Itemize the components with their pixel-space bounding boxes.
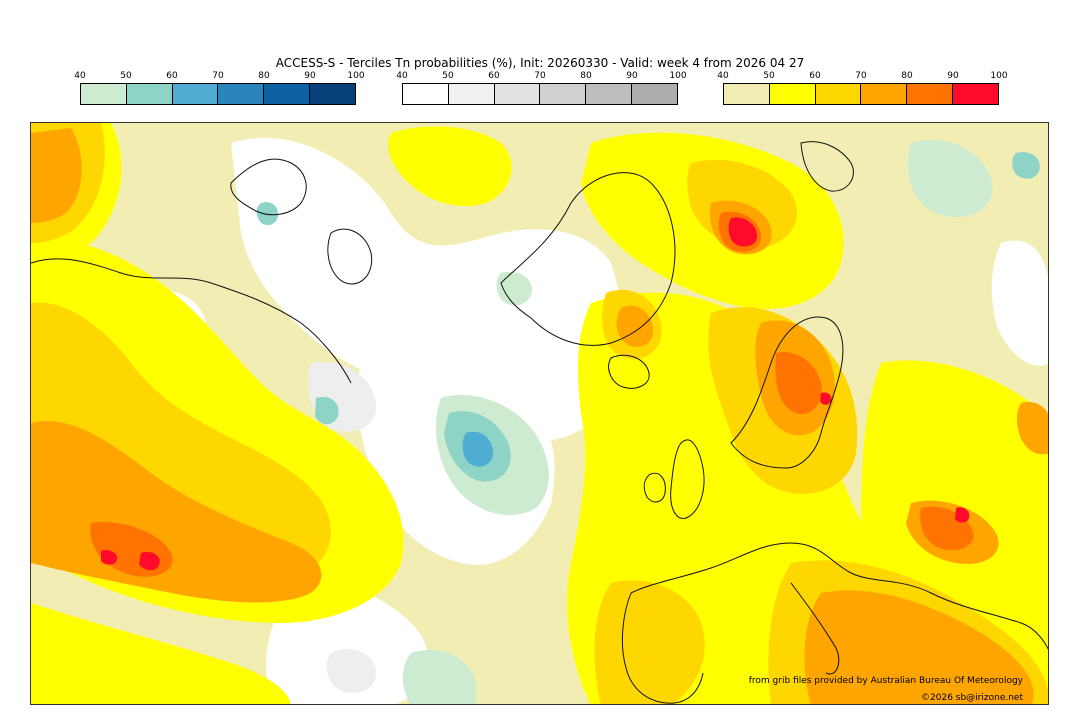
coast-labrador [31,258,352,384]
legend-tick-label: 100 [669,71,687,81]
legend-ticks: 40 50 60 70 80 90 100 [74,71,364,83]
legend-swatch [172,84,219,104]
legend-ticks: 40 50 60 70 80 90 100 [717,71,1007,83]
field-red-west-2 [139,551,160,571]
legend-tick-label: 90 [626,71,638,81]
field-grey-sw [326,649,376,693]
field-green-arctic [496,271,532,306]
probability-map[interactable] [30,122,1049,705]
coast-canada-arctic [230,158,307,216]
legend-swatch [632,84,677,104]
legend-swatch [907,84,954,104]
field-teal-greenland [315,396,339,425]
legend-swatch [815,84,862,104]
field-yellow-south [31,603,291,704]
coast-baffin [327,228,373,285]
legend-tick-label: 100 [347,71,365,81]
copyright-credit: ©2026 sb@irizone.net [921,693,1023,703]
legend-swatch [724,84,770,104]
legend-tick-label: 100 [990,71,1008,81]
legend-tick-label: 80 [580,71,592,81]
field-blue-atlantic [462,431,493,467]
field-gold-iberia [594,580,705,704]
field-red-west-1 [101,550,118,565]
legend-tick-label: 80 [901,71,913,81]
source-credit: from grib files provided by Australian B… [748,676,1023,686]
legend-swatch [953,84,998,104]
legend-swatch [861,84,908,104]
legend-below-normal: 40 50 60 70 80 90 100 [74,71,365,105]
legend-color-bar [80,83,356,105]
legend-swatch [218,84,265,104]
legend-tick-label: 40 [396,71,408,81]
coast-ireland [643,472,666,503]
coast-kola [800,141,854,192]
field-yellow-arctic [388,126,512,207]
field-red-north [728,217,758,247]
legend-tick-label: 50 [120,71,132,81]
coast-greenland [500,172,676,346]
legend-tick-label: 70 [534,71,546,81]
coast-iberia [621,592,704,704]
legend-near-normal: 40 50 60 70 80 90 100 [396,71,687,105]
legend-tick-label: 40 [717,71,729,81]
field-orange-east [1016,402,1048,455]
legend-tick-label: 50 [442,71,454,81]
legend-color-bar [723,83,999,105]
legend-swatch [81,84,127,104]
legend-tick-label: 80 [258,71,270,81]
legend-tick-label: 70 [212,71,224,81]
field-teal-canada [256,202,279,226]
legend-tick-label: 60 [166,71,178,81]
coast-italy [790,582,840,675]
legend-swatch [264,84,311,104]
legend-tick-label: 50 [763,71,775,81]
field-darkorange-scandinavia [775,352,822,414]
coast-iceland [608,354,650,389]
legend-swatch [586,84,633,104]
legend-tick-label: 60 [809,71,821,81]
legend-swatch [403,84,449,104]
coast-uk [670,439,705,519]
legend-swatch [448,84,495,104]
legend-swatch [310,84,355,104]
legend-tick-label: 90 [947,71,959,81]
legend-tick-label: 60 [488,71,500,81]
legend-tick-label: 90 [304,71,316,81]
legend-ticks: 40 50 60 70 80 90 100 [396,71,686,83]
field-red-balkans [955,507,970,523]
field-green-sw [402,649,476,704]
field-red-scandinavia [820,392,832,405]
field-green-russia [907,139,993,218]
legend-swatch [126,84,173,104]
map-canvas [31,123,1048,704]
field-white-arctic [231,137,622,442]
legend-swatch [769,84,816,104]
legend-tick-label: 70 [855,71,867,81]
legend-color-bar [402,83,678,105]
field-orange-nw [31,128,82,223]
legend-above-normal: 40 50 60 70 80 90 100 [717,71,1008,105]
map-title: ACCESS-S - Terciles Tn probabilities (%)… [275,56,805,70]
legend-swatch [540,84,587,104]
field-teal-russia [1012,152,1040,179]
field-orange-balkans [804,590,1034,704]
field-white-east [991,240,1048,366]
legend-swatch [494,84,541,104]
coast-europe [630,542,1048,650]
coast-scandinavia [730,316,844,469]
legend-tick-label: 40 [74,71,86,81]
